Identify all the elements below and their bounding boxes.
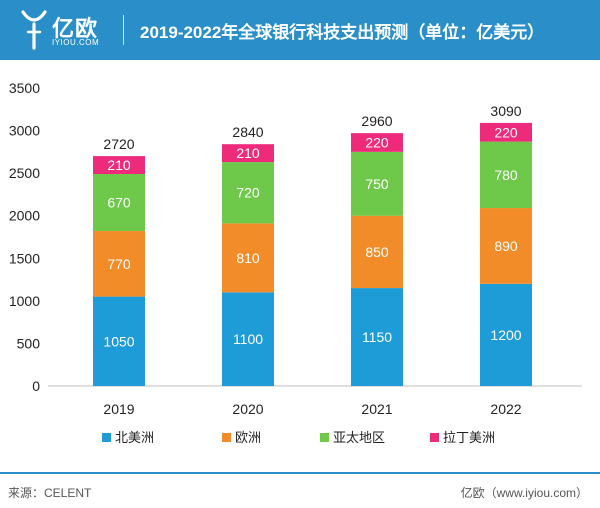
y-tick-label: 2500 xyxy=(9,165,40,181)
value-label: 1050 xyxy=(103,333,134,349)
x-tick-label: 2019 xyxy=(103,401,134,417)
y-tick-label: 500 xyxy=(17,335,41,351)
brand-note: 亿欧（www.iyiou.com） xyxy=(460,486,588,500)
value-label: 220 xyxy=(365,134,389,150)
logo-domain: IYIOU.COM xyxy=(52,38,100,47)
y-tick-label: 3000 xyxy=(9,123,40,139)
bar-segment xyxy=(93,231,145,297)
value-label: 750 xyxy=(365,176,389,192)
header-divider xyxy=(123,15,124,45)
legend-swatch xyxy=(320,433,329,442)
stacked-bar-chart: 0 500 1000 1500 2000 2500 3000 3500 1050 770 670 21… xyxy=(9,80,582,445)
value-label: 210 xyxy=(107,157,131,173)
legend-label: 欧洲 xyxy=(235,430,261,445)
value-label: 220 xyxy=(494,124,518,140)
value-label: 210 xyxy=(236,145,260,161)
bar-segment xyxy=(93,296,145,386)
y-tick-label: 0 xyxy=(32,378,40,394)
value-label: 810 xyxy=(236,250,260,266)
value-label: 850 xyxy=(365,244,389,260)
bar-segment xyxy=(480,283,532,386)
legend-label: 拉丁美洲 xyxy=(443,430,495,445)
legend-swatch xyxy=(222,433,231,442)
page-title: 2019-2022年全球银行科技支出预测（单位：亿美元） xyxy=(140,23,545,42)
bar-segment xyxy=(351,215,403,289)
x-tick-label: 2021 xyxy=(361,401,392,417)
y-tick-label: 3500 xyxy=(9,80,40,96)
bar-segment xyxy=(222,223,274,293)
bar-segment xyxy=(351,133,403,152)
total-label: 3090 xyxy=(490,103,521,119)
total-label: 2960 xyxy=(361,113,392,129)
bar-segment xyxy=(222,292,274,386)
value-label: 770 xyxy=(107,256,131,272)
value-label: 670 xyxy=(107,195,131,211)
value-label: 890 xyxy=(494,238,518,254)
y-tick-label: 1000 xyxy=(9,293,40,309)
bar-segment xyxy=(480,122,532,142)
bar-segment xyxy=(480,208,532,284)
logo-icon xyxy=(21,10,47,50)
value-label: 720 xyxy=(236,185,260,201)
logo-name: 亿欧 xyxy=(52,16,99,41)
header-bar: 亿欧 IYIOU.COM 2019-2022年全球银行科技支出预测（单位：亿美元… xyxy=(0,0,600,60)
legend-label: 亚太地区 xyxy=(333,430,385,445)
total-label: 2840 xyxy=(232,124,263,140)
legend-swatch xyxy=(430,433,439,442)
legend-swatch xyxy=(102,433,111,442)
footer-divider xyxy=(0,472,600,474)
x-tick-label: 2022 xyxy=(490,401,521,417)
bar-segment xyxy=(222,162,274,224)
x-tick-label: 2020 xyxy=(232,401,263,417)
bar-segment xyxy=(93,156,145,174)
legend-label: 北美洲 xyxy=(115,430,154,445)
y-tick-label: 1500 xyxy=(9,250,40,266)
y-tick-label: 2000 xyxy=(9,208,40,224)
bar-segment xyxy=(222,144,274,163)
bar-segment xyxy=(93,173,145,232)
total-label: 2720 xyxy=(103,136,134,152)
value-label: 1200 xyxy=(490,327,521,343)
bar-segment xyxy=(351,151,403,216)
value-label: 1150 xyxy=(362,329,392,345)
value-label: 1100 xyxy=(233,331,263,347)
bar-segment xyxy=(480,141,532,209)
value-label: 780 xyxy=(494,167,518,183)
source-note: 来源：CELENT xyxy=(8,486,92,500)
bar-segment xyxy=(351,288,403,386)
